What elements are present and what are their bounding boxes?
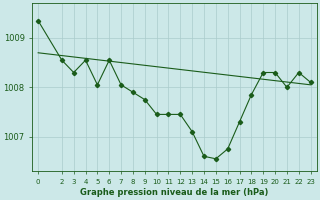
X-axis label: Graphe pression niveau de la mer (hPa): Graphe pression niveau de la mer (hPa) bbox=[80, 188, 268, 197]
